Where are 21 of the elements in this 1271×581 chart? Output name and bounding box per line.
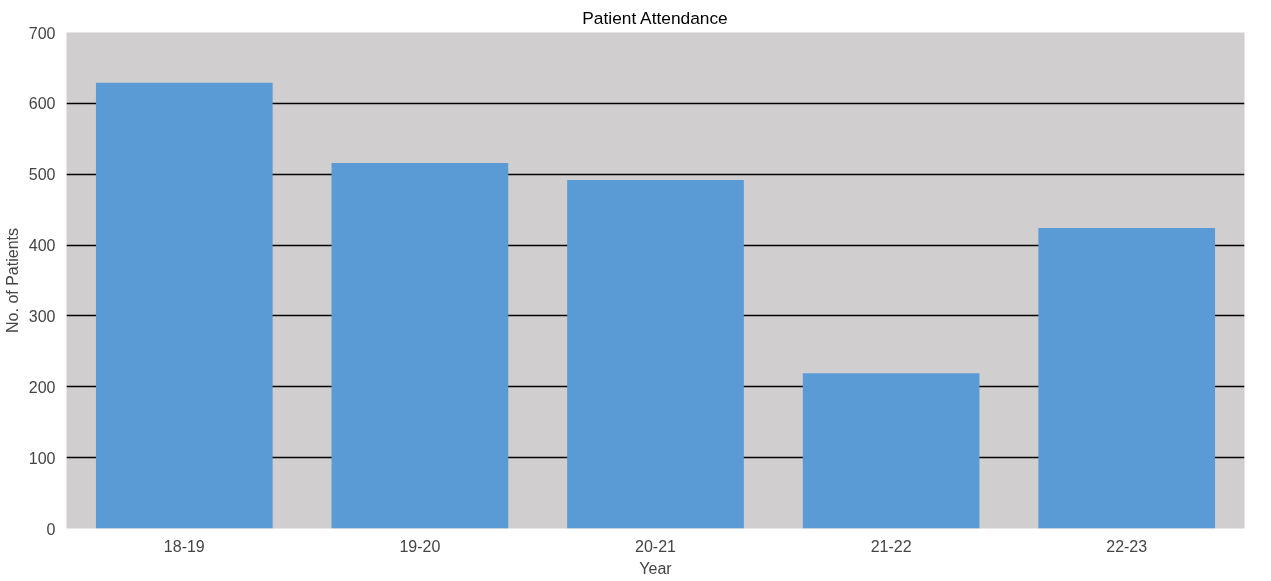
y-axis-title: No. of Patients [3, 228, 21, 333]
x-tick-label: 22-23 [1106, 537, 1148, 555]
y-tick-label: 100 [28, 449, 56, 467]
x-tick-label: 19-20 [399, 537, 441, 555]
x-tick-label: 21-22 [870, 537, 912, 555]
y-tick-label: 700 [28, 24, 56, 42]
bar [802, 373, 980, 529]
bar [1038, 228, 1216, 529]
y-tick-label: 600 [28, 95, 56, 113]
bar [95, 82, 273, 529]
bar [331, 162, 509, 529]
y-tick-label: 400 [28, 237, 56, 255]
x-tick-label: 20-21 [635, 537, 677, 555]
y-tick-label: 0 [46, 520, 56, 538]
y-tick-label: 200 [28, 378, 56, 396]
y-tick-label: 500 [28, 166, 56, 184]
x-axis-title: Year [639, 559, 673, 577]
bar [567, 179, 744, 529]
x-tick-label: 18-19 [163, 537, 205, 555]
y-tick-label: 300 [28, 307, 56, 325]
chart-title: Patient Attendance [582, 7, 728, 28]
